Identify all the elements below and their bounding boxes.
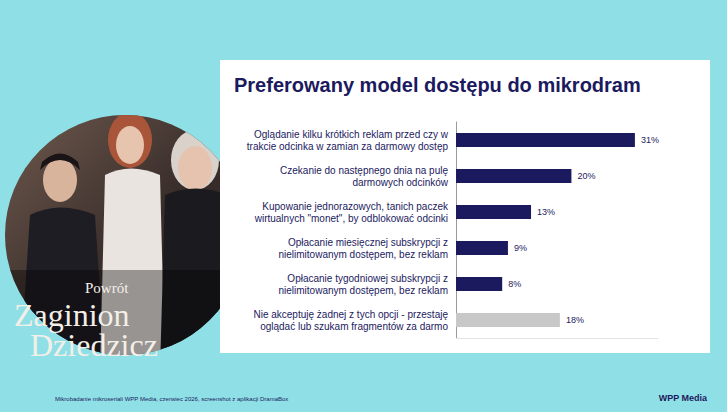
html-text:WPP Media: WPP Media <box>658 393 707 403</box>
svg-text:18%: 18% <box>566 315 584 325</box>
svg-text:trakcie odcinka w zamian za da: trakcie odcinka w zamian za darmowy dost… <box>247 141 449 152</box>
svg-text:oglądać lub szukam fragmentów: oglądać lub szukam fragmentów za darmo <box>260 321 448 332</box>
svg-text:13%: 13% <box>537 207 555 217</box>
html-text:Preferowany model dostępu do m: Preferowany model dostępu do mikrodram <box>234 74 641 96</box>
svg-text:Dziedzicz: Dziedzicz <box>30 327 158 363</box>
svg-text:Powrót: Powrót <box>85 280 129 296</box>
svg-text:20%: 20% <box>577 171 595 181</box>
svg-text:darmowych odcinków: darmowych odcinków <box>352 177 448 188</box>
svg-text:Opłacanie miesięcznej subskryp: Opłacanie miesięcznej subskrypcji z <box>288 237 448 248</box>
svg-text:Oglądanie kilku krótkich rekla: Oglądanie kilku krótkich reklam przed cz… <box>254 129 449 140</box>
svg-text:nielimitowanym dostępem, bez r: nielimitowanym dostępem, bez reklam <box>278 249 448 260</box>
svg-text:Nie akceptuję żadnej z tych op: Nie akceptuję żadnej z tych opcji - prze… <box>253 309 448 320</box>
svg-text:Zaginion: Zaginion <box>14 297 130 333</box>
svg-text:8%: 8% <box>508 279 521 289</box>
svg-text:9%: 9% <box>514 243 527 253</box>
svg-text:31%: 31% <box>641 135 659 145</box>
svg-text:Opłacanie tygodniowej subskryp: Opłacanie tygodniowej subskrypcji z <box>287 273 448 284</box>
svg-text:Kupowanie jednorazowych, tanic: Kupowanie jednorazowych, tanich paczek <box>262 201 449 212</box>
html-text:Mikrobadanie mikroseriali WPP: Mikrobadanie mikroseriali WPP Media, cze… <box>55 396 289 402</box>
svg-text:Czekanie do następnego dnia na: Czekanie do następnego dnia na pulę <box>280 165 448 176</box>
svg-text:nielimitowanym dostępem, bez r: nielimitowanym dostępem, bez reklam <box>278 285 448 296</box>
svg-text:wirtualnych "monet", by odblok: wirtualnych "monet", by odblokować odcin… <box>254 213 448 224</box>
